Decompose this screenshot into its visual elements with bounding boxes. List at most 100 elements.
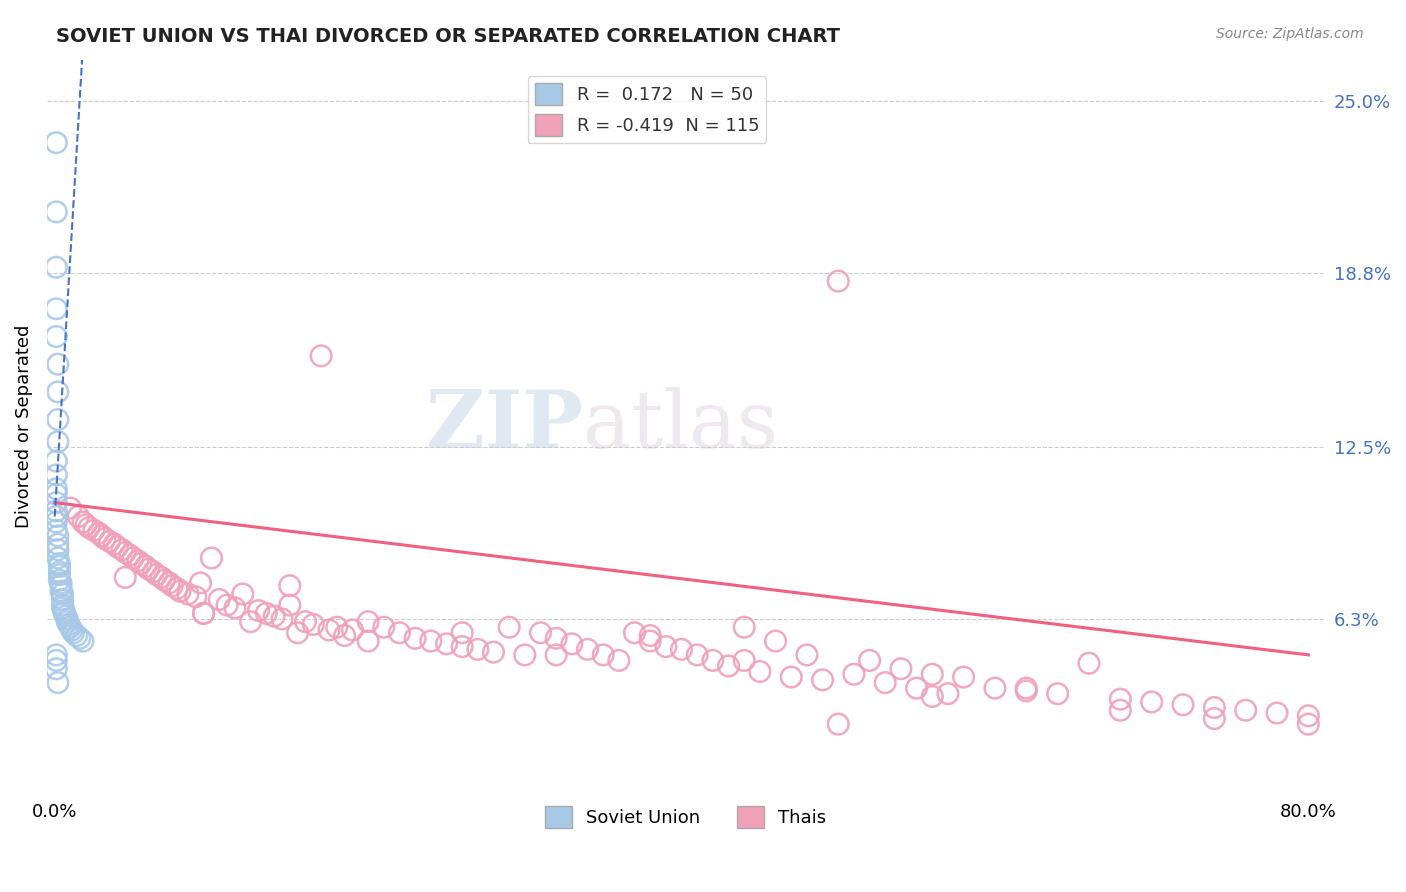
- Point: [498, 620, 520, 634]
- Point: [765, 634, 787, 648]
- Point: [45, 504, 67, 518]
- Point: [467, 642, 489, 657]
- Point: [482, 645, 505, 659]
- Point: [655, 640, 678, 654]
- Point: [936, 687, 959, 701]
- Point: [190, 575, 212, 590]
- Point: [333, 628, 356, 642]
- Point: [145, 567, 167, 582]
- Point: [419, 634, 441, 648]
- Point: [326, 620, 349, 634]
- Point: [83, 524, 105, 538]
- Point: [45, 260, 67, 275]
- Point: [138, 562, 160, 576]
- Point: [357, 615, 380, 629]
- Point: [48, 557, 70, 571]
- Point: [98, 534, 121, 549]
- Point: [114, 545, 136, 559]
- Point: [373, 620, 395, 634]
- Point: [142, 565, 165, 579]
- Point: [118, 548, 141, 562]
- Point: [48, 559, 70, 574]
- Point: [1109, 703, 1132, 717]
- Point: [1015, 681, 1038, 695]
- Point: [232, 587, 254, 601]
- Point: [46, 357, 69, 371]
- Point: [623, 625, 645, 640]
- Point: [46, 537, 69, 551]
- Point: [45, 653, 67, 667]
- Point: [984, 681, 1007, 695]
- Point: [48, 573, 70, 587]
- Point: [686, 648, 709, 662]
- Point: [217, 598, 239, 612]
- Point: [127, 554, 149, 568]
- Point: [278, 579, 301, 593]
- Point: [45, 301, 67, 316]
- Y-axis label: Divorced or Separated: Divorced or Separated: [15, 325, 32, 528]
- Point: [247, 604, 270, 618]
- Point: [811, 673, 834, 687]
- Point: [1078, 657, 1101, 671]
- Point: [59, 501, 82, 516]
- Point: [46, 551, 69, 566]
- Point: [55, 609, 77, 624]
- Point: [404, 632, 426, 646]
- Point: [239, 615, 262, 629]
- Point: [733, 620, 755, 634]
- Point: [1140, 695, 1163, 709]
- Point: [111, 542, 134, 557]
- Point: [224, 600, 246, 615]
- Point: [157, 575, 180, 590]
- Point: [58, 617, 80, 632]
- Point: [90, 529, 112, 543]
- Point: [436, 637, 458, 651]
- Point: [46, 412, 69, 426]
- Point: [177, 587, 200, 601]
- Point: [638, 628, 661, 642]
- Point: [576, 642, 599, 657]
- Point: [45, 515, 67, 529]
- Point: [48, 565, 70, 579]
- Point: [45, 482, 67, 496]
- Point: [114, 570, 136, 584]
- Point: [51, 592, 73, 607]
- Point: [254, 607, 277, 621]
- Point: [75, 517, 97, 532]
- Point: [1015, 684, 1038, 698]
- Point: [46, 384, 69, 399]
- Point: [1204, 712, 1226, 726]
- Point: [561, 637, 583, 651]
- Point: [607, 653, 630, 667]
- Point: [1171, 698, 1194, 712]
- Point: [184, 590, 207, 604]
- Point: [107, 540, 129, 554]
- Point: [135, 559, 157, 574]
- Point: [67, 509, 90, 524]
- Point: [717, 659, 740, 673]
- Point: [45, 454, 67, 468]
- Point: [51, 587, 73, 601]
- Point: [592, 648, 614, 662]
- Point: [302, 617, 325, 632]
- Point: [513, 648, 536, 662]
- Point: [56, 612, 79, 626]
- Point: [309, 349, 332, 363]
- Point: [60, 623, 83, 637]
- Point: [162, 579, 184, 593]
- Point: [45, 495, 67, 509]
- Point: [51, 598, 73, 612]
- Point: [263, 609, 285, 624]
- Point: [294, 615, 316, 629]
- Point: [45, 467, 67, 482]
- Point: [49, 575, 72, 590]
- Point: [45, 487, 67, 501]
- Point: [45, 662, 67, 676]
- Point: [45, 205, 67, 219]
- Point: [46, 434, 69, 449]
- Point: [72, 634, 94, 648]
- Point: [546, 648, 568, 662]
- Point: [193, 607, 215, 621]
- Point: [748, 665, 770, 679]
- Point: [59, 620, 82, 634]
